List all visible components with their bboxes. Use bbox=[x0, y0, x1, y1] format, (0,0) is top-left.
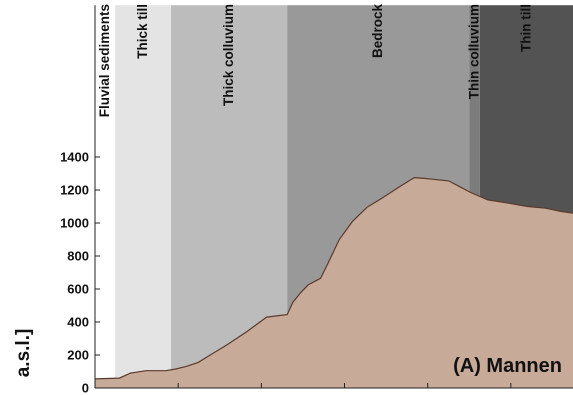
y-tick-label: 400 bbox=[67, 315, 89, 330]
terrain-area bbox=[95, 177, 573, 388]
terrain-outline bbox=[94, 176, 573, 380]
y-tick-label: 0 bbox=[82, 381, 89, 395]
y-axis-ticks: 0 200 400 600 800 1000 1200 1400 bbox=[60, 150, 100, 395]
zone-labels: Fluvial sediments Thick till Thick colluvi… bbox=[97, 4, 533, 118]
axes bbox=[94, 5, 573, 389]
y-tick-label: 200 bbox=[67, 348, 89, 363]
y-tick-label: 1400 bbox=[60, 150, 89, 165]
panel-label: (A) Mannen bbox=[453, 355, 562, 377]
x-axis-ticks bbox=[94, 383, 512, 388]
zone-label: Thick till bbox=[135, 4, 150, 59]
y-tick-label: 1000 bbox=[60, 216, 89, 231]
y-tick-label: 600 bbox=[67, 282, 89, 297]
y-tick-label: 800 bbox=[67, 249, 89, 264]
zone-band bbox=[115, 5, 172, 388]
zone-label: Thin till bbox=[518, 4, 533, 52]
zone-label: Thick colluvium bbox=[221, 4, 236, 106]
zone-label: Bedrock bbox=[370, 4, 385, 59]
y-axis-label: a.s.l.] bbox=[13, 329, 34, 378]
zone-label: Thin colluvium bbox=[467, 4, 482, 99]
zone-label: Fluvial sediments bbox=[97, 4, 112, 117]
zone-band bbox=[95, 5, 116, 388]
terrain-profile bbox=[94, 176, 573, 388]
y-tick-label: 1200 bbox=[60, 183, 89, 198]
